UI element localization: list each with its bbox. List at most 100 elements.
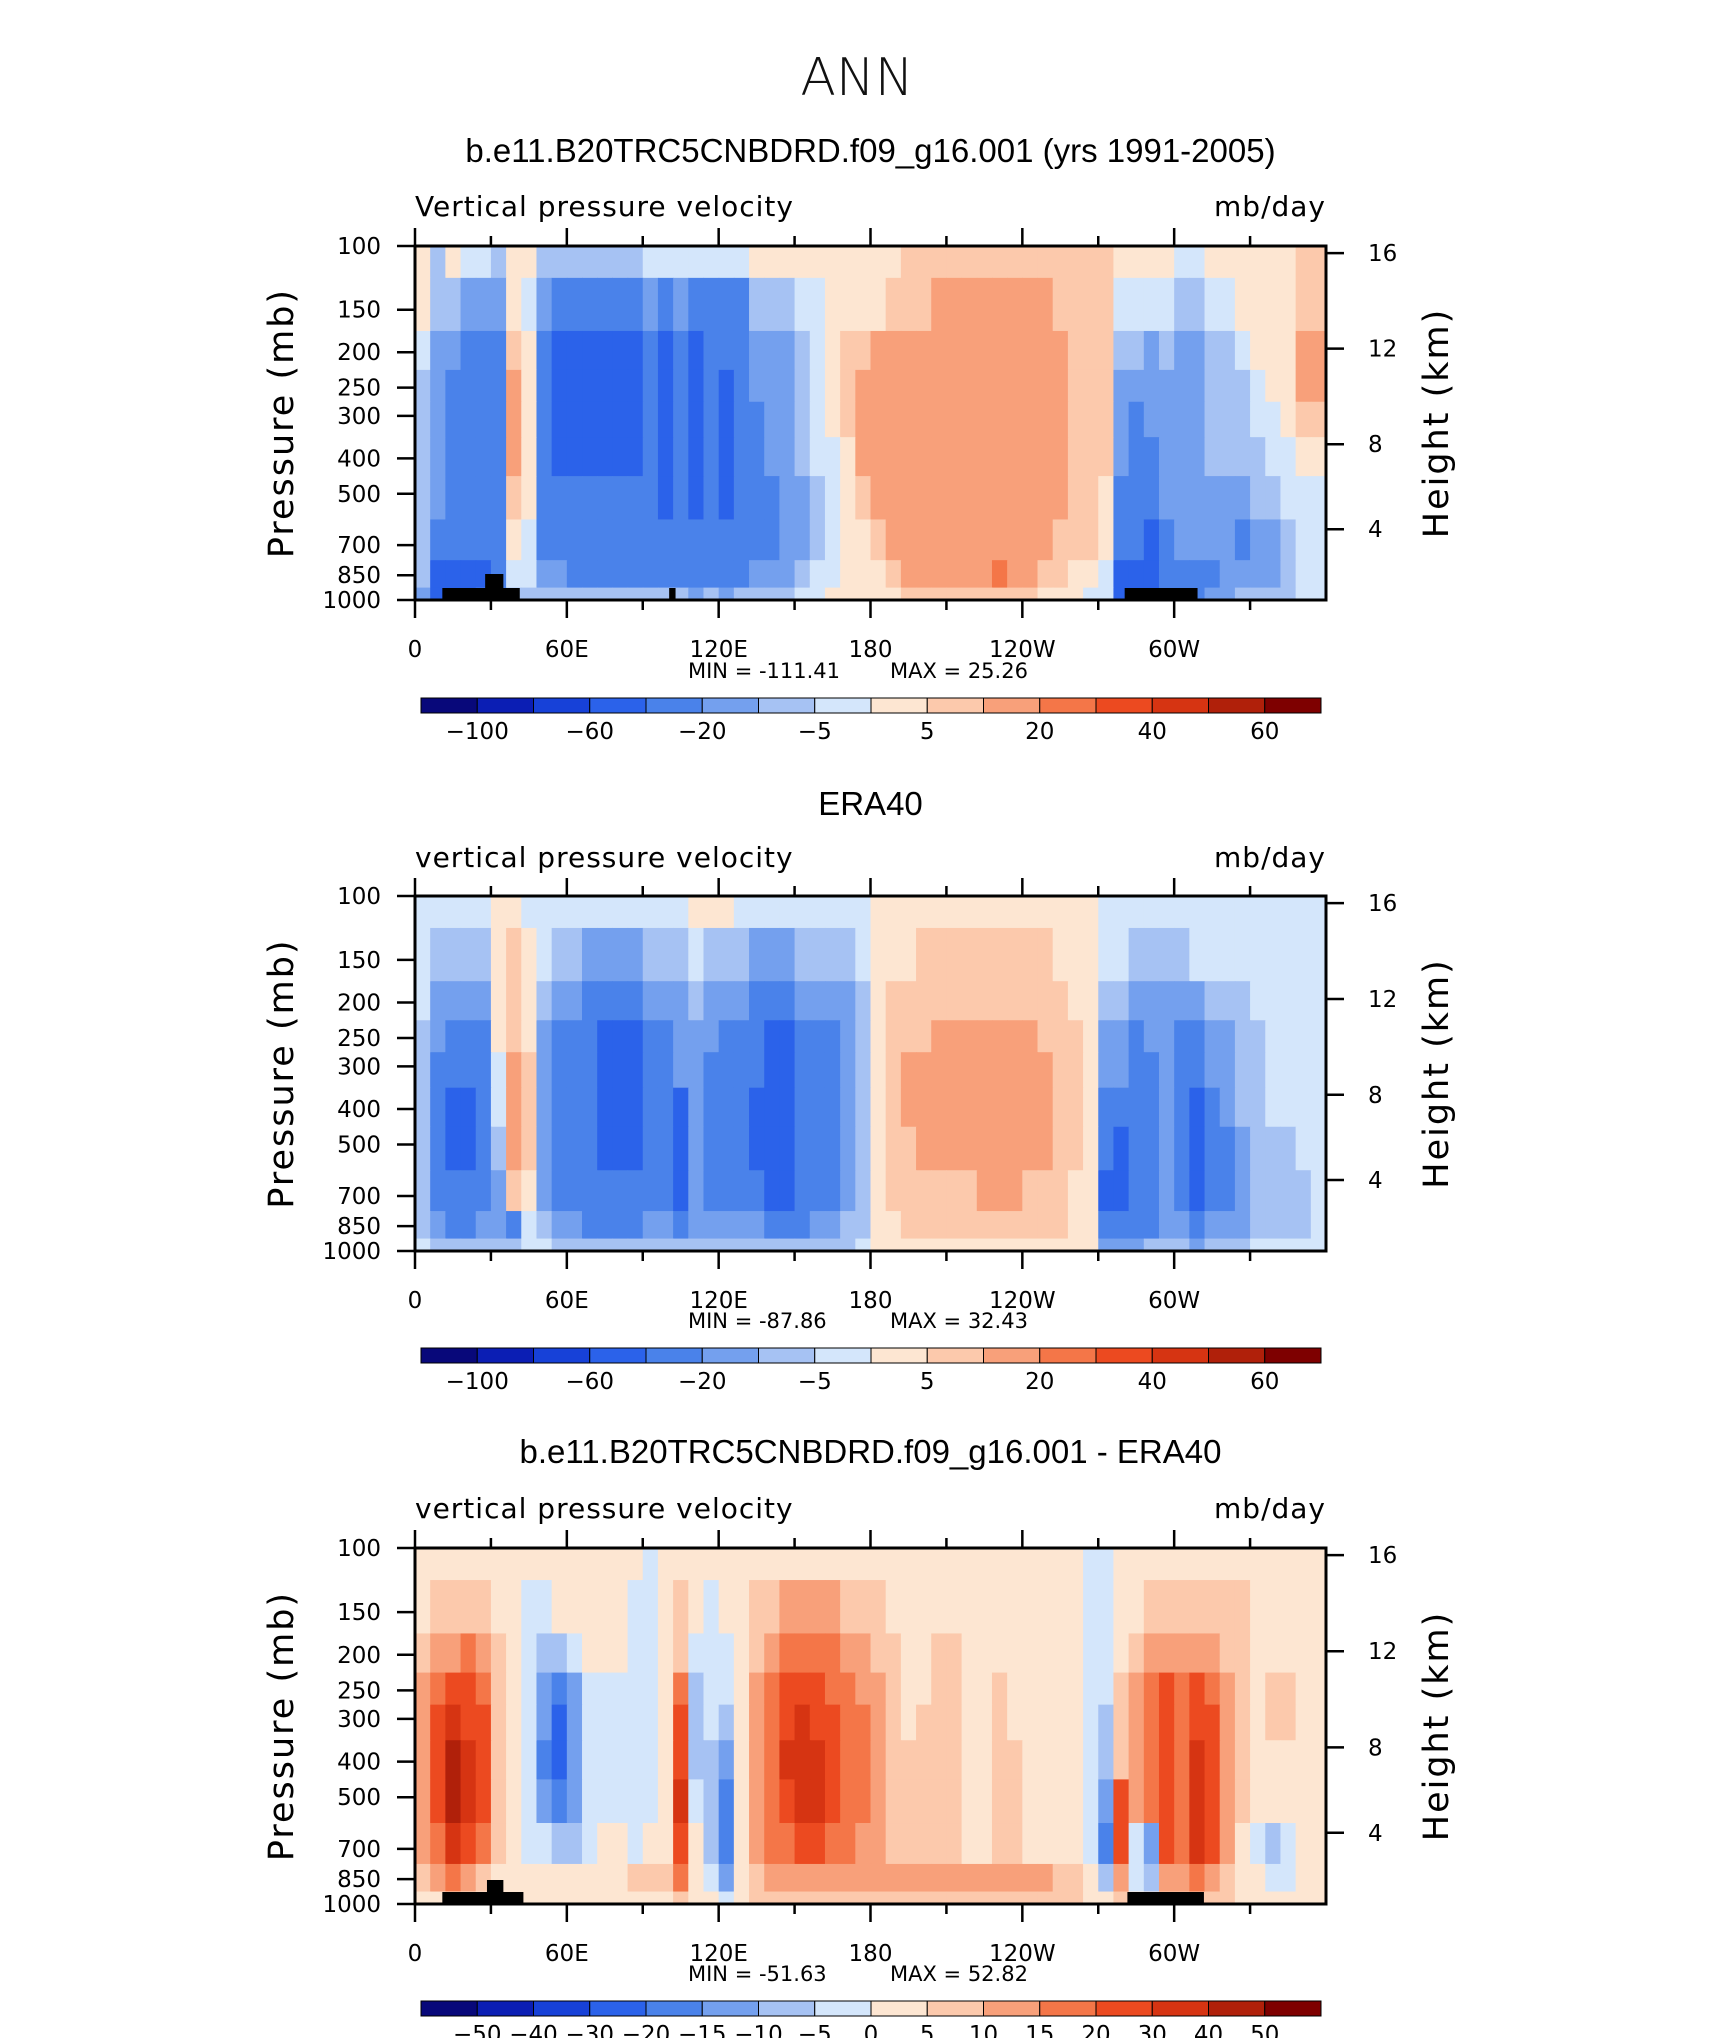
field-cell xyxy=(1143,1863,1160,1893)
field-cell xyxy=(1007,560,1023,589)
field-cell xyxy=(642,1211,659,1240)
field-cell xyxy=(521,1633,538,1674)
field-cell xyxy=(612,369,629,403)
field-cell xyxy=(1128,476,1145,521)
field-cell xyxy=(931,981,948,1021)
field-cell xyxy=(1234,437,1251,477)
field-cell xyxy=(1219,1740,1236,1780)
field-cell xyxy=(718,1211,735,1240)
field-cell xyxy=(809,1779,826,1824)
field-cell xyxy=(916,330,932,371)
field-cell xyxy=(946,1891,963,1905)
colorbar-swatch xyxy=(1208,1347,1266,1364)
field-cell xyxy=(916,587,932,601)
field-cell xyxy=(1189,1052,1206,1089)
field-cell xyxy=(1158,1779,1175,1824)
field-cell xyxy=(946,1052,963,1089)
field-cell xyxy=(961,1170,978,1212)
field-cell xyxy=(840,1211,856,1240)
field-cell xyxy=(733,1633,750,1674)
field-cell xyxy=(840,1891,856,1905)
field-cell xyxy=(900,369,917,403)
field-cell xyxy=(991,1779,1008,1824)
field-cell xyxy=(1083,277,1099,332)
field-cell xyxy=(415,587,431,601)
field-cell xyxy=(490,246,507,279)
field-cell xyxy=(824,1211,841,1240)
field-cell xyxy=(1219,1823,1236,1865)
field-cell xyxy=(536,1672,553,1706)
field-cell xyxy=(794,246,811,279)
field-cell xyxy=(1250,587,1266,601)
field-cell xyxy=(1310,1704,1327,1741)
field-cell xyxy=(1310,401,1327,438)
field-cell xyxy=(1083,519,1099,561)
field-cell xyxy=(415,246,431,279)
field-cell xyxy=(1204,246,1221,279)
field-cell xyxy=(627,519,644,561)
field-cell xyxy=(1128,369,1145,403)
field-cell xyxy=(506,1704,522,1741)
field-cell xyxy=(1295,1740,1312,1780)
field-cell xyxy=(931,369,948,403)
field-cell xyxy=(733,896,750,929)
field-cell xyxy=(430,401,446,438)
field-cell xyxy=(900,330,917,371)
field-cell xyxy=(1037,277,1054,332)
y-right-tick-label: 4 xyxy=(1368,517,1383,543)
field-cell xyxy=(885,1580,902,1635)
field-cell xyxy=(1174,1211,1190,1240)
field-cell xyxy=(1189,981,1206,1021)
field-cell xyxy=(536,476,553,521)
field-cell xyxy=(855,927,872,982)
field-cell xyxy=(1037,1170,1054,1212)
field-cell xyxy=(1280,1211,1297,1240)
field-cell xyxy=(1067,1548,1084,1581)
field-cell xyxy=(1158,1704,1175,1741)
field-cell xyxy=(961,896,978,929)
field-cell xyxy=(551,1580,568,1635)
field-cell xyxy=(764,1548,780,1581)
field-cell xyxy=(1219,519,1236,561)
field-cell xyxy=(870,1863,887,1893)
colorbar-label: 20 xyxy=(1081,2022,1110,2038)
field-cell xyxy=(1295,1238,1312,1252)
field-cell xyxy=(870,1891,887,1905)
field-cell xyxy=(582,1087,598,1128)
field-cell xyxy=(1295,1823,1312,1865)
field-cell xyxy=(870,401,887,438)
y-tick-label: 400 xyxy=(337,446,381,472)
field-cell xyxy=(1007,277,1023,332)
field-cell xyxy=(885,1548,902,1581)
field-cell xyxy=(536,1633,553,1674)
field-cell xyxy=(612,1633,629,1674)
colorbar-swatch xyxy=(870,1347,928,1364)
field-cell xyxy=(870,1052,887,1089)
field-cell xyxy=(1158,560,1175,589)
field-cell xyxy=(1250,896,1266,929)
field-cell xyxy=(506,1672,522,1706)
field-cell xyxy=(612,330,629,371)
field-cell xyxy=(415,476,431,521)
field-cell xyxy=(1204,1672,1221,1706)
field-cell xyxy=(612,1580,629,1635)
field-cell xyxy=(1052,1672,1069,1706)
field-cell xyxy=(1113,330,1130,371)
field-cell xyxy=(1234,1704,1251,1741)
field-cell xyxy=(1143,476,1160,521)
field-cell xyxy=(490,1052,507,1089)
field-cell xyxy=(1098,519,1115,561)
field-cell xyxy=(1204,519,1221,561)
field-cell xyxy=(991,1891,1008,1905)
field-cell xyxy=(1052,1020,1069,1053)
x-tick-label: 180 xyxy=(849,1941,893,1967)
field-cell xyxy=(1310,1548,1327,1581)
field-cell xyxy=(460,369,477,403)
x-tick-label: 0 xyxy=(408,1288,423,1314)
field-cell xyxy=(536,246,553,279)
field-cell xyxy=(733,1548,750,1581)
field-cell xyxy=(840,369,856,403)
field-cell xyxy=(1234,1020,1251,1053)
field-cell xyxy=(824,1779,841,1824)
field-cell xyxy=(779,519,796,561)
